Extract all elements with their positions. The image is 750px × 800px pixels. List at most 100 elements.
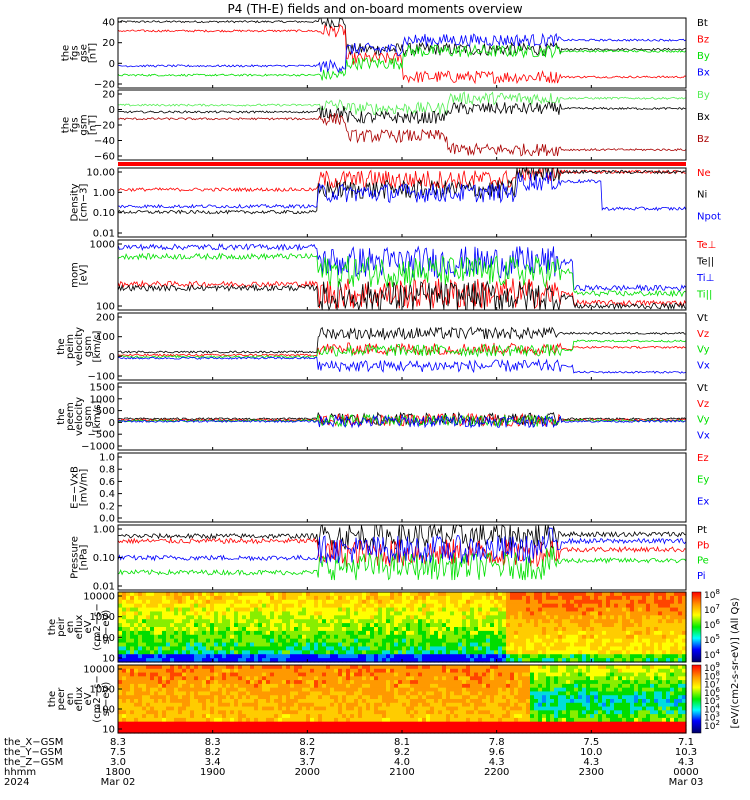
- heatmap-cell: [458, 650, 463, 655]
- heatmap-cell: [238, 725, 243, 730]
- heatmap-cell: [310, 623, 315, 628]
- heatmap-cell: [410, 615, 415, 620]
- heatmap-cell: [202, 683, 207, 689]
- heatmap-cell: [526, 595, 531, 601]
- heatmap-cell: [474, 687, 479, 693]
- heatmap-cell: [530, 714, 535, 719]
- heatmap-cell: [454, 658, 459, 663]
- heatmap-cell: [238, 702, 243, 708]
- heatmap-cell: [278, 623, 283, 628]
- heatmap-cell: [582, 683, 587, 689]
- heatmap-cell: [274, 721, 279, 727]
- heatmap-cell: [678, 638, 683, 644]
- heatmap-cell: [462, 654, 467, 659]
- ylabel-line: Density: [70, 183, 81, 221]
- heatmap-cell: [302, 611, 307, 616]
- heatmap-cell: [346, 603, 351, 609]
- heatmap-cell: [414, 729, 419, 734]
- heatmap-cell: [146, 710, 151, 715]
- series-line-fgs_gsm-0: [117, 91, 687, 116]
- heatmap-cell: [558, 642, 563, 648]
- heatmap-cell: [342, 607, 347, 613]
- heatmap-cell: [318, 623, 323, 628]
- heatmap-cell: [306, 650, 311, 655]
- heatmap-cell: [326, 630, 331, 636]
- heatmap-cell: [482, 607, 487, 613]
- heatmap-cell: [490, 634, 495, 640]
- heatmap-cell: [514, 654, 519, 659]
- heatmap-cell: [198, 691, 203, 696]
- heatmap-cell: [558, 691, 563, 696]
- heatmap-cell: [226, 638, 231, 644]
- ytick-label: 0.01: [93, 582, 115, 593]
- heatmap-cell: [562, 627, 567, 632]
- heatmap-cell: [278, 646, 283, 651]
- heatmap-cell: [218, 710, 223, 715]
- heatmap-cell: [310, 658, 315, 663]
- heatmap-cell: [186, 603, 191, 609]
- heatmap-cell: [462, 638, 467, 644]
- heatmap-cell: [542, 725, 547, 730]
- heatmap-cell: [122, 683, 127, 689]
- heatmap-cell: [458, 611, 463, 616]
- heatmap-cell: [122, 691, 127, 696]
- heatmap-cell: [422, 668, 427, 674]
- heatmap-cell: [550, 721, 555, 727]
- heatmap-cell: [482, 634, 487, 640]
- heatmap-cell: [482, 611, 487, 616]
- heatmap-cell: [402, 721, 407, 727]
- heatmap-cell: [538, 687, 543, 693]
- heatmap-cell: [402, 634, 407, 640]
- heatmap-cell: [242, 611, 247, 616]
- heatmap-cell: [470, 634, 475, 640]
- ylabel-line: E=−VxB: [70, 466, 81, 509]
- heatmap-cell: [270, 665, 275, 670]
- heatmap-cell: [130, 592, 135, 597]
- heatmap-cell: [262, 638, 267, 644]
- heatmap-cell: [214, 611, 219, 616]
- heatmap-cell: [482, 668, 487, 674]
- heatmap-cell: [610, 623, 615, 628]
- heatmap-cell: [386, 695, 391, 700]
- heatmap-cell: [146, 665, 151, 670]
- heatmap-cell: [594, 603, 599, 609]
- heatmap-cell: [402, 630, 407, 636]
- heatmap-cell: [182, 595, 187, 601]
- heatmap-cell: [150, 638, 155, 644]
- heatmap-cell: [550, 592, 555, 597]
- heatmap-cell: [254, 623, 259, 628]
- heatmap-cell: [198, 676, 203, 681]
- heatmap-cell: [318, 695, 323, 700]
- heatmap-cell: [282, 668, 287, 674]
- heatmap-cell: [262, 691, 267, 696]
- heatmap-cell: [266, 702, 271, 708]
- heatmap-cell: [274, 706, 279, 711]
- heatmap-cell: [538, 729, 543, 734]
- heatmap-cell: [162, 658, 167, 663]
- heatmap-cell: [482, 630, 487, 636]
- heatmap-cell: [462, 599, 467, 605]
- heatmap-cell: [250, 710, 255, 715]
- heatmap-cell: [418, 654, 423, 659]
- heatmap-cell: [490, 654, 495, 659]
- heatmap-cell: [178, 687, 183, 693]
- heatmap-cell: [402, 603, 407, 609]
- heatmap-cell: [526, 615, 531, 620]
- heatmap-cell: [330, 699, 335, 704]
- heatmap-cell: [290, 665, 295, 670]
- heatmap-cell: [310, 672, 315, 677]
- heatmap-cell: [266, 611, 271, 616]
- heatmap-cell: [638, 654, 643, 659]
- heatmap-cell: [450, 687, 455, 693]
- heatmap-cell: [482, 642, 487, 648]
- heatmap-cell: [278, 725, 283, 730]
- heatmap-cell: [534, 695, 539, 700]
- heatmap-cell: [418, 630, 423, 636]
- heatmap-cell: [142, 710, 147, 715]
- heatmap-cell: [134, 691, 139, 696]
- heatmap-cell: [526, 603, 531, 609]
- heatmap-cell: [290, 695, 295, 700]
- heatmap-cell: [634, 658, 639, 663]
- heatmap-cell: [518, 717, 523, 723]
- heatmap-cell: [654, 658, 659, 663]
